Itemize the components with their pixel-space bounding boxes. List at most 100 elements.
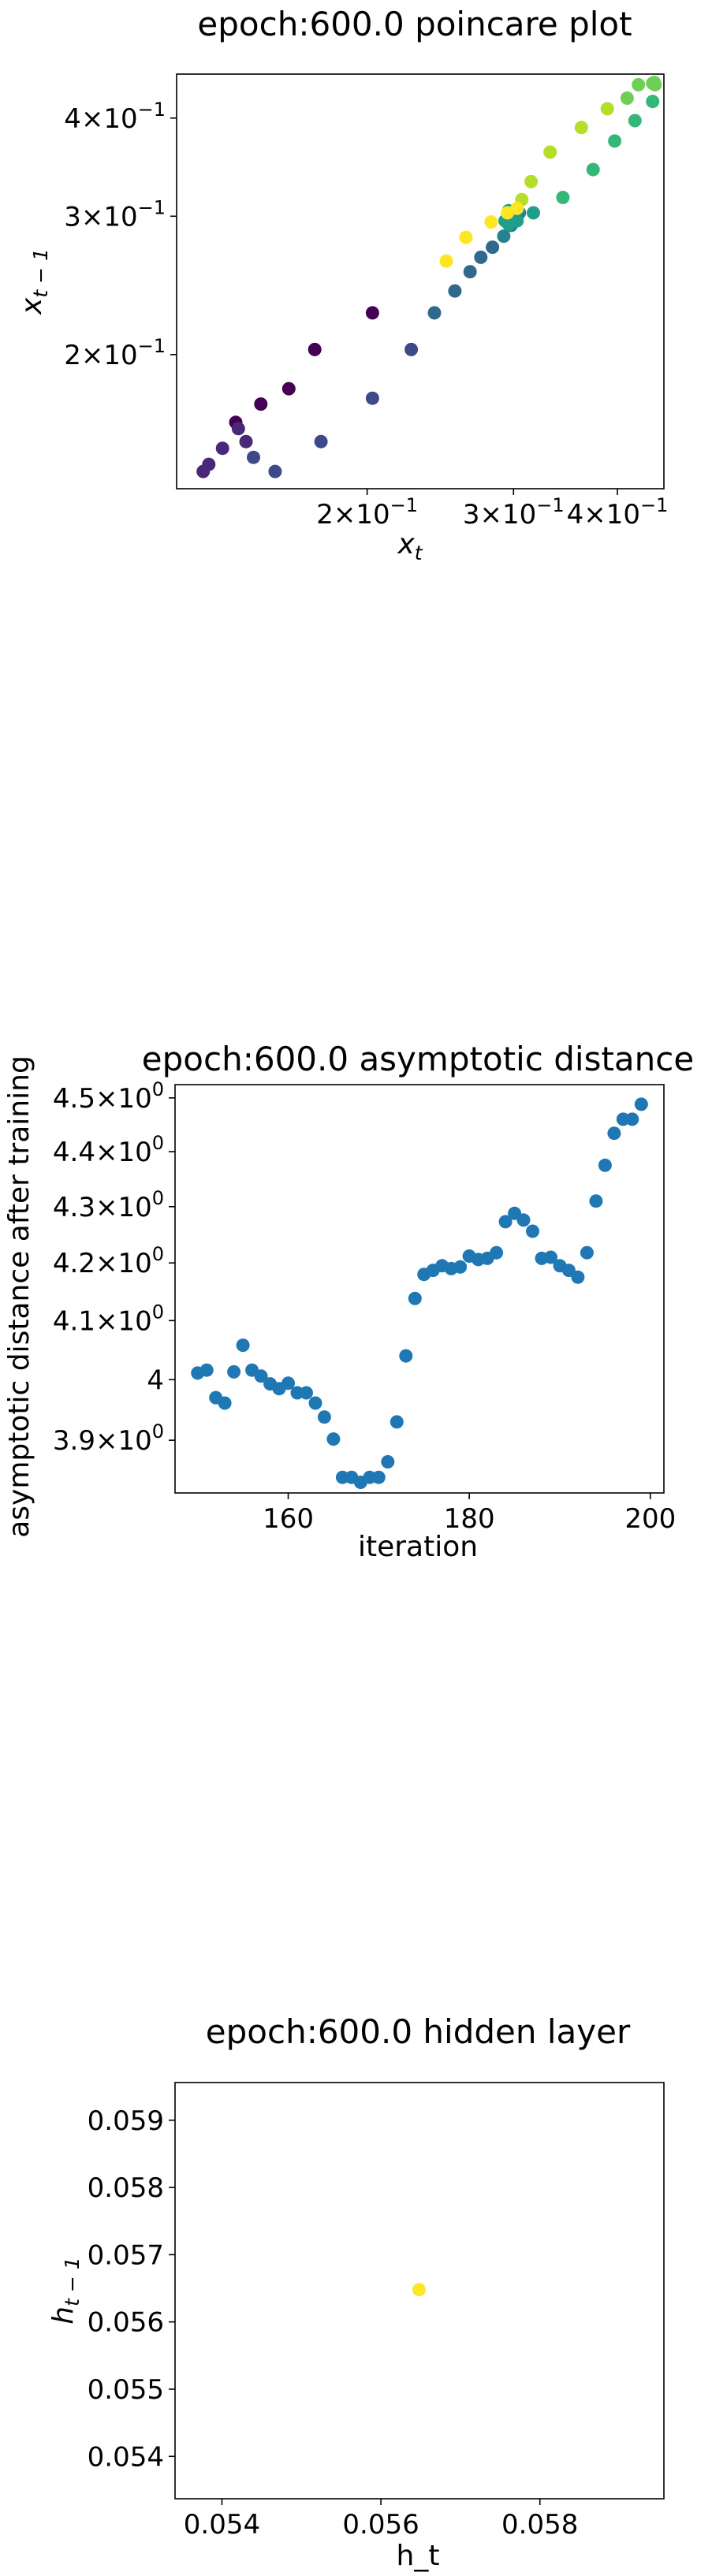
data-point [586,162,600,177]
x-tick-exponent: −1 [390,494,418,516]
asymptotic-distance-chart: epoch:600.0 asymptotic distance 160 180 20… [3,1040,694,1563]
data-point [453,1260,468,1274]
data-point [408,1291,422,1305]
y-tick-label: 0.054 [88,2441,164,2473]
y-tick-label: 0.058 [88,2172,164,2204]
data-point [231,422,245,436]
data-point [317,1410,331,1424]
data-point [365,306,379,320]
x-axis-label: iteration [358,1531,478,1563]
data-point [620,91,634,105]
data-point [218,1396,232,1410]
data-point [390,1415,404,1429]
data-point [543,145,557,159]
data-point [399,1349,413,1363]
data-point [281,1376,295,1390]
data-point [314,434,328,449]
data-point [634,1097,648,1111]
y-tick-label: 4.1×100 [53,1301,164,1337]
data-point [607,1126,621,1141]
data-point [448,284,462,298]
x-ticks: 160 180 200 [263,1493,676,1535]
x-ticks: 2×10−1 3×10−1 4×10−1 [316,489,668,530]
y-tick-label: 0.057 [88,2239,164,2271]
x-tick-label: 0.056 [342,2509,419,2541]
x-tick-label: 160 [263,1503,314,1535]
data-point [632,78,646,91]
data-point [474,250,488,264]
y-tick-exponent: 0 [152,1187,164,1209]
data-point [254,1369,268,1383]
data-point [427,306,442,320]
data-point [412,2283,426,2297]
data-point [268,464,282,478]
chart-title: epoch:600.0 asymptotic distance [142,1040,694,1078]
x-tick-exponent: −1 [536,494,564,516]
y-tick-exponent: 0 [152,1078,164,1100]
data-point [571,1270,585,1284]
y-tick-label: 3.9×100 [53,1420,164,1457]
x-tick-label: 0.058 [501,2509,578,2541]
y-ticks: 2×10−1 3×10−1 4×10−1 [64,99,177,371]
data-point [281,382,296,396]
x-axis-label: xt [397,528,423,564]
data-point [580,1245,594,1260]
y-tick-exponent: 0 [152,1420,164,1442]
x-tick-exponent: −1 [640,494,668,516]
data-point [527,206,540,220]
data-point [498,1215,513,1229]
plot-frame [176,73,665,490]
hidden-layer-chart: epoch:600.0 hidden layer 0.054 0.056 0.058… [47,2012,665,2572]
x-tick-label: 200 [624,1503,676,1535]
data-point [404,342,419,356]
data-point [625,1112,639,1126]
y-tick-exponent: 0 [152,1243,164,1265]
y-ticks: 3.9×100 4 4.1×100 4.2×100 4.3×100 4.4×100 4.5×… [53,1078,175,1457]
data-point [308,342,322,356]
data-point [215,441,229,456]
y-tick-label: 3×10−1 [64,196,166,233]
y-tick-exponent: −1 [138,335,166,357]
data-point [239,434,253,449]
x-ticks: 0.054 0.056 0.058 [184,2499,578,2541]
chart-title: epoch:600.0 hidden layer [206,2012,631,2051]
data-point [628,114,642,128]
data-point [524,174,539,188]
poincare-plot-chart: epoch:600.0 poincare plot 2×10−1 3×10−1 4×… [16,5,668,564]
x-axis-label: h_t [397,2540,440,2572]
plot-frame [174,2082,665,2500]
data-point [439,254,453,268]
data-points [191,1097,648,1489]
y-axis-label: xt − 1 [16,248,52,315]
y-axis-label: ht − 1 [47,2257,84,2324]
data-point [247,450,260,464]
y-tick-exponent: −1 [138,196,166,218]
plot-frame [174,1084,665,1494]
data-point [236,1338,250,1353]
y-tick-exponent: 0 [152,1132,164,1154]
y-tick-exponent: 0 [152,1301,164,1323]
y-ticks: 0.054 0.055 0.056 0.057 0.058 0.059 [88,2105,175,2473]
data-point [463,265,477,279]
y-tick-label: 0.059 [88,2105,164,2137]
data-point [526,1224,539,1238]
data-points [412,2283,426,2297]
x-tick-label: 3×10−1 [463,494,565,530]
data-point [300,1386,313,1400]
y-tick-label: 0.055 [88,2374,164,2406]
data-point [589,1194,603,1208]
data-point [510,214,524,228]
data-point [381,1455,395,1469]
data-point [598,1158,612,1172]
data-point [600,102,614,116]
data-point [497,229,511,244]
y-tick-label: 4.4×100 [53,1132,164,1168]
data-point [254,397,268,411]
data-point [227,1364,241,1379]
data-point [561,1264,576,1278]
data-point [459,230,473,244]
data-point [308,1396,322,1410]
y-tick-label: 4.5×100 [53,1078,164,1115]
data-point [544,1250,557,1264]
